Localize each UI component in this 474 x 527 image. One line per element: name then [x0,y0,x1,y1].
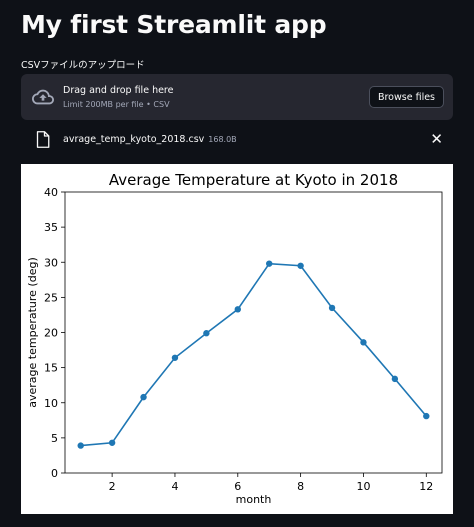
x-tick-label: 8 [297,480,304,493]
x-axis-label: month [236,493,272,506]
y-tick-label: 0 [51,467,58,480]
y-tick-label: 10 [44,397,58,410]
data-point [360,339,367,346]
data-point [171,354,179,361]
data-point [203,330,210,337]
data-point [328,304,336,312]
file-name-text: avrage_temp_kyoto_2018.csv [63,134,205,145]
series-line [80,262,427,447]
x-tick-label: 4 [171,480,178,493]
temperature-chart: Average Temperature at Kyoto in 2018 0 5 10… [21,164,453,514]
plot-frame [64,191,443,474]
y-tick-label: 15 [44,362,58,375]
chart-title: Average Temperature at Kyoto in 2018 [109,171,398,189]
y-tick-label: 20 [44,327,58,340]
data-point [266,260,273,267]
y-tick-label: 30 [44,256,58,269]
file-size: 168.0B [208,135,237,144]
data-point [423,412,430,420]
cloud-upload-icon [32,89,54,105]
data-point [108,439,116,446]
file-dropzone[interactable]: Drag and drop file here Limit 200MB per … [21,74,453,120]
uploader-label: CSVファイルのアップロード [21,60,145,71]
x-tick-label: 12 [419,480,433,493]
x-tick-label: 10 [356,480,370,493]
x-tick-label: 2 [109,480,116,493]
data-point [391,375,399,383]
page-title: My first Streamlit app [21,10,327,39]
browse-files-button[interactable]: Browse files [368,86,444,108]
y-tick-label: 5 [51,432,58,445]
uploaded-file-row: avrage_temp_kyoto_2018.csv 168.0B ✕ [21,129,453,151]
uploaded-file-name: avrage_temp_kyoto_2018.csv 168.0B [63,134,237,145]
x-tick-label: 6 [234,480,241,493]
data-point [297,262,304,269]
dropzone-title: Drag and drop file here [63,85,174,96]
y-tick-label: 40 [44,186,58,199]
y-tick-label: 25 [44,291,58,304]
dropzone-limit-text: Limit 200MB per file • CSV [63,100,170,109]
line-chart: Average Temperature at Kyoto in 2018 0 5 10… [26,171,443,506]
data-point [234,306,241,313]
y-axis-label: average temperature (deg) [26,257,39,407]
data-point [77,442,84,449]
y-tick-label: 35 [44,221,58,234]
data-point [140,393,147,401]
remove-file-button[interactable]: ✕ [430,130,443,148]
file-icon [36,131,50,148]
